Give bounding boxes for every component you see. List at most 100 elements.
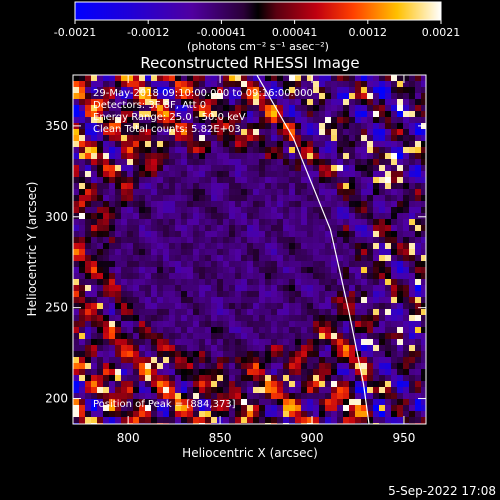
heatmap-cell [283,345,289,351]
heatmap-cell [211,183,217,189]
heatmap-cell [289,381,295,387]
heatmap-cell [103,87,109,93]
heatmap-cell [109,303,115,309]
heatmap-cell [415,363,421,369]
heatmap-cell [139,309,145,315]
heatmap-cell [199,231,205,237]
heatmap-cell [217,195,223,201]
heatmap-cell [247,357,253,363]
heatmap-cell [343,99,349,105]
heatmap-cell [157,381,163,387]
heatmap-cell [103,387,109,393]
heatmap-cell [73,213,79,219]
heatmap-cell [73,147,79,153]
heatmap-cell [187,87,193,93]
heatmap-cell [289,99,295,105]
heatmap-cell [223,285,229,291]
heatmap-cell [73,159,79,165]
heatmap-cell [97,135,103,141]
heatmap-cell [97,387,103,393]
heatmap-cell [367,81,373,87]
heatmap-cell [97,369,103,375]
heatmap-cell [367,117,373,123]
heatmap-cell [109,75,115,81]
heatmap-cell [211,411,217,417]
heatmap-cell [307,333,313,339]
heatmap-cell [235,159,241,165]
heatmap-cell [325,207,331,213]
heatmap-cell [169,339,175,345]
heatmap-cell [349,123,355,129]
heatmap-cell [223,231,229,237]
heatmap-cell [415,111,421,117]
heatmap-cell [379,333,385,339]
heatmap-cell [145,195,151,201]
heatmap-cell [313,279,319,285]
heatmap-cell [187,123,193,129]
heatmap-cell [115,249,121,255]
heatmap-cell [385,345,391,351]
heatmap-cell [139,339,145,345]
heatmap-cell [385,411,391,417]
heatmap-cell [283,405,289,411]
heatmap-cell [277,81,283,87]
heatmap-cell [421,291,426,297]
heatmap-cell [151,375,157,381]
heatmap-cell [139,189,145,195]
heatmap-cell [397,189,403,195]
heatmap-cell [349,135,355,141]
heatmap-cell [253,129,259,135]
heatmap-cell [235,315,241,321]
heatmap-cell [415,105,421,111]
heatmap-cell [229,345,235,351]
heatmap-cell [121,219,127,225]
heatmap-cell [205,219,211,225]
heatmap-cell [163,333,169,339]
heatmap-cell [271,117,277,123]
heatmap-cell [379,177,385,183]
heatmap-cell [319,267,325,273]
heatmap-cell [181,405,187,411]
colorbar-tick-label: 0.0021 [422,26,461,39]
heatmap-cell [109,351,115,357]
heatmap-cell [157,111,163,117]
heatmap-cell [409,93,415,99]
heatmap-cell [373,165,379,171]
heatmap-cell [307,87,313,93]
heatmap-cell [199,375,205,381]
heatmap-cell [169,75,175,81]
heatmap-cell [373,189,379,195]
heatmap-cell [199,165,205,171]
heatmap-cell [415,213,421,219]
heatmap-cell [379,351,385,357]
heatmap-cell [73,291,79,297]
heatmap-cell [139,411,145,417]
heatmap-cell [379,135,385,141]
heatmap-cell [331,381,337,387]
heatmap-cell [139,195,145,201]
heatmap-cell [271,105,277,111]
heatmap-cell [331,249,337,255]
heatmap-cell [349,333,355,339]
heatmap-cell [211,129,217,135]
colorbar-units: (photons cm⁻² s⁻¹ asec⁻²) [187,40,329,53]
heatmap-cell [103,345,109,351]
chart-title: Reconstructed RHESSI Image [140,54,359,72]
heatmap-cell [379,219,385,225]
heatmap-cell [259,399,265,405]
heatmap-cell [217,309,223,315]
heatmap-cell [373,399,379,405]
heatmap-cell [133,273,139,279]
heatmap-cell [373,249,379,255]
heatmap-cell [103,213,109,219]
heatmap-cell [217,315,223,321]
heatmap-cell [247,369,253,375]
heatmap-cell [157,195,163,201]
heatmap-cell [199,273,205,279]
heatmap-cell [409,177,415,183]
heatmap-cell [403,111,409,117]
heatmap-cell [127,129,133,135]
heatmap-cell [379,285,385,291]
heatmap-cell [241,381,247,387]
heatmap-cell [355,165,361,171]
